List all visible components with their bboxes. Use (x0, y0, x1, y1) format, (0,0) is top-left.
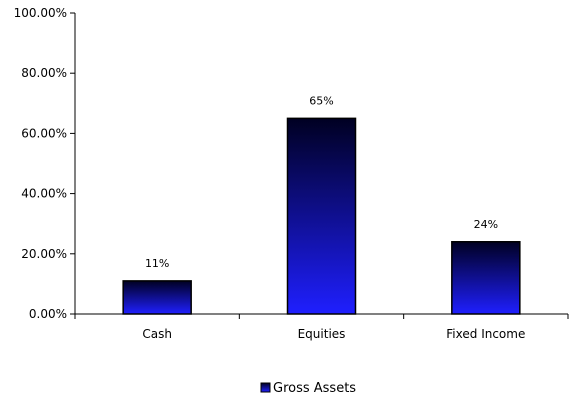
legend-swatch (260, 382, 271, 393)
legend-label: Gross Assets (273, 381, 356, 396)
y-tick-label: 0.00% (29, 307, 67, 321)
x-axis: Cash Equities Fixed Income (74, 313, 569, 341)
y-tick-label: 100.00% (14, 6, 67, 20)
y-tick-label: 20.00% (21, 247, 67, 261)
y-tick-label: 80.00% (21, 66, 67, 80)
x-tick-label: Fixed Income (446, 327, 525, 341)
x-tick-label: Cash (142, 327, 172, 341)
data-label: 24% (474, 218, 498, 231)
y-axis: 0.00% 20.00% 40.00% 60.00% 80.00% 100.00% (14, 6, 76, 321)
x-tick-label: Equities (298, 327, 346, 341)
y-tick-label: 40.00% (21, 187, 67, 201)
bar-fixed-income (451, 241, 521, 315)
bar-equities (286, 117, 357, 315)
bar-cash (122, 280, 192, 315)
data-label: 65% (309, 94, 333, 107)
legend: Gross Assets (260, 381, 356, 396)
bars: 11% 65% 24% (122, 94, 521, 315)
y-tick-label: 60.00% (21, 126, 67, 140)
data-label: 11% (145, 257, 169, 270)
